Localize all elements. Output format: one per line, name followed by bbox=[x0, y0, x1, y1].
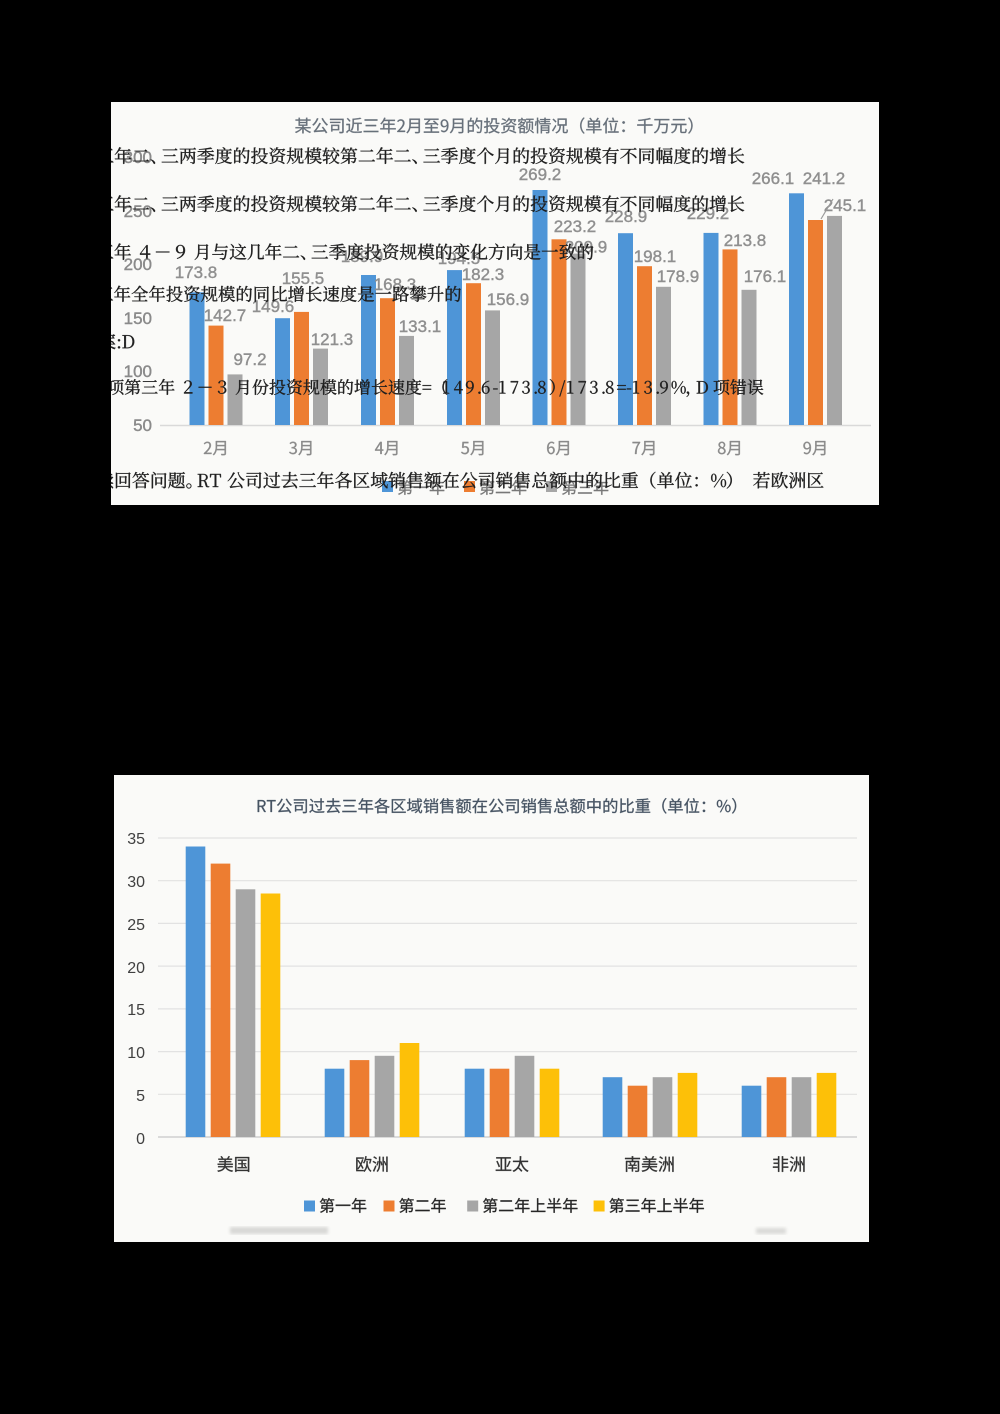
svg-text:155.5: 155.5 bbox=[282, 269, 325, 288]
svg-text:50: 50 bbox=[133, 416, 152, 435]
svg-text:133.1: 133.1 bbox=[399, 317, 442, 336]
svg-text:213.8: 213.8 bbox=[724, 231, 767, 250]
svg-text:35: 35 bbox=[127, 831, 145, 848]
svg-text:173.8: 173.8 bbox=[175, 263, 218, 282]
svg-text:182.3: 182.3 bbox=[462, 265, 505, 284]
svg-text:176.1: 176.1 bbox=[744, 267, 787, 286]
svg-text:269.2: 269.2 bbox=[519, 165, 562, 184]
svg-text:142.7: 142.7 bbox=[204, 306, 247, 325]
svg-text:178.9: 178.9 bbox=[657, 267, 700, 286]
svg-text:300: 300 bbox=[124, 148, 152, 167]
svg-text:200: 200 bbox=[124, 255, 152, 274]
svg-text:241.2: 241.2 bbox=[803, 169, 846, 188]
svg-text:198.1: 198.1 bbox=[634, 247, 677, 266]
svg-text:97.2: 97.2 bbox=[233, 350, 266, 369]
svg-text:150: 150 bbox=[124, 309, 152, 328]
svg-text:0: 0 bbox=[136, 1131, 145, 1148]
svg-text:121.3: 121.3 bbox=[311, 330, 354, 349]
svg-text:25: 25 bbox=[127, 917, 145, 934]
svg-text:20: 20 bbox=[127, 960, 145, 977]
svg-text:228.9: 228.9 bbox=[605, 207, 648, 226]
svg-text:10: 10 bbox=[127, 1045, 145, 1062]
svg-text:156.9: 156.9 bbox=[487, 290, 530, 309]
svg-text:266.1: 266.1 bbox=[752, 169, 795, 188]
svg-text:100: 100 bbox=[124, 362, 152, 381]
svg-text:245.1: 245.1 bbox=[824, 196, 867, 215]
svg-text:223.2: 223.2 bbox=[554, 217, 597, 236]
svg-text:15: 15 bbox=[127, 1002, 145, 1019]
svg-text:30: 30 bbox=[127, 874, 145, 891]
svg-text:149.6: 149.6 bbox=[252, 297, 295, 316]
svg-text:5: 5 bbox=[136, 1088, 145, 1105]
svg-text:250: 250 bbox=[124, 202, 152, 221]
